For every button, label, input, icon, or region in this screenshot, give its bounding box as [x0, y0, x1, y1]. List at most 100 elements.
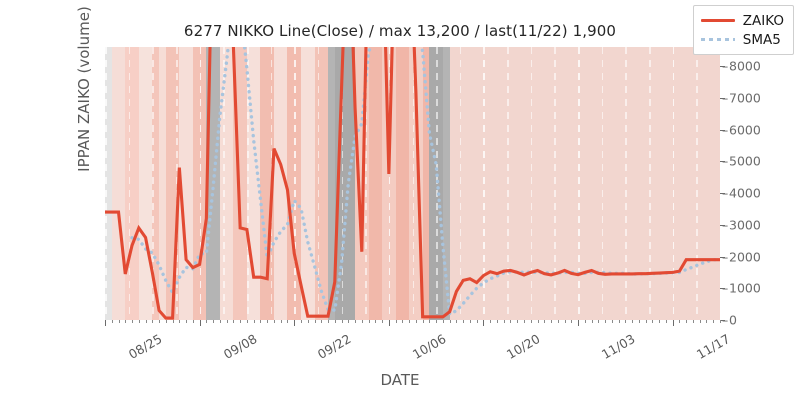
x-axis-major-tick — [483, 320, 485, 326]
gridline — [436, 47, 438, 320]
x-axis-minor-tick — [503, 320, 505, 323]
gridline — [625, 47, 627, 320]
gridline — [341, 47, 344, 320]
background-band — [300, 47, 315, 320]
x-axis-minor-tick — [436, 320, 438, 323]
x-axis-minor-tick — [179, 320, 181, 323]
gridline — [175, 47, 178, 320]
x-axis-minor-tick — [652, 320, 654, 323]
x-axis-tick-label: 11/17 — [693, 331, 733, 363]
x-axis-minor-tick — [476, 320, 478, 323]
x-axis-minor-tick — [625, 320, 627, 323]
x-axis-minor-tick — [328, 320, 330, 323]
y-axis-tick-mark — [720, 288, 725, 290]
x-axis-minor-tick — [551, 320, 553, 323]
x-axis-minor-tick — [659, 320, 661, 323]
x-axis-minor-tick — [125, 320, 127, 323]
x-axis-minor-tick — [692, 320, 694, 323]
x-axis-minor-tick — [469, 320, 471, 323]
legend-label-sma5: SMA5 — [742, 31, 781, 48]
x-axis-minor-tick — [429, 320, 431, 323]
x-axis-minor-tick — [226, 320, 228, 323]
x-axis-minor-tick — [638, 320, 640, 323]
gridline — [128, 47, 131, 320]
gridline — [578, 47, 580, 320]
background-band — [273, 47, 288, 320]
x-axis-minor-tick — [699, 320, 701, 323]
x-axis-minor-tick — [253, 320, 255, 323]
x-axis-minor-tick — [713, 320, 715, 323]
x-axis-minor-tick — [415, 320, 417, 323]
page-title: 6277 NIKKO Line(Close) / max 13,200 / la… — [183, 22, 617, 40]
x-axis-minor-tick — [192, 320, 194, 323]
legend-label-zaiko: ZAIKO — [742, 12, 784, 29]
x-axis-minor-tick — [321, 320, 323, 323]
x-axis-tick-label: 08/25 — [125, 331, 165, 363]
background-band — [422, 47, 430, 320]
gridline — [459, 47, 462, 320]
gridline — [601, 47, 604, 320]
x-axis-minor-tick — [118, 320, 120, 323]
x-axis-minor-tick — [341, 320, 343, 323]
chart-legend[interactable]: ZAIKO SMA5 — [692, 5, 794, 55]
x-axis-minor-tick — [496, 320, 498, 323]
dotted-line-swatch-icon — [700, 34, 735, 46]
x-axis-major-tick — [294, 320, 296, 326]
background-band — [179, 47, 193, 320]
y-axis-tick-mark — [720, 97, 725, 99]
gridline — [199, 47, 202, 320]
x-axis-minor-tick — [557, 320, 559, 323]
y-axis-tick-mark — [720, 193, 725, 195]
legend-item-sma5[interactable]: SMA5 — [700, 30, 784, 49]
gridline — [672, 47, 675, 320]
y-axis-tick-label: –2000 — [722, 249, 761, 264]
x-axis-minor-tick — [456, 320, 458, 323]
y-axis-tick-label: –4000 — [722, 185, 761, 201]
gridline — [223, 47, 225, 320]
x-axis-minor-tick — [213, 320, 215, 323]
x-axis-minor-tick — [510, 320, 512, 323]
x-axis-label: DATE — [380, 371, 420, 389]
x-axis-minor-tick — [233, 320, 235, 323]
y-axis-tick-labels: –0 –1000 –2000 –3000 –4000 –5000 –6000 –7000 –80… — [722, 47, 798, 328]
x-axis-minor-tick — [206, 320, 208, 323]
x-axis-minor-tick — [280, 320, 282, 323]
background-band — [152, 47, 160, 320]
background-band — [206, 47, 214, 320]
x-axis-minor-tick — [584, 320, 586, 323]
x-axis-minor-tick — [449, 320, 451, 323]
legend-item-zaiko[interactable]: ZAIKO — [700, 11, 784, 30]
x-axis-major-tick — [672, 320, 674, 326]
y-axis-tick-label: –8000 — [722, 58, 761, 74]
x-axis-minor-tick — [132, 320, 134, 323]
gridline — [412, 47, 415, 320]
x-axis-minor-tick — [463, 320, 465, 323]
x-axis-minor-tick — [571, 320, 573, 323]
x-axis-minor-tick — [665, 320, 667, 323]
gridline — [246, 47, 249, 320]
solid-line-swatch-icon — [700, 15, 735, 27]
x-axis-minor-tick — [287, 320, 289, 323]
y-axis-tick-label: –7000 — [722, 90, 761, 106]
background-band — [395, 47, 410, 320]
background-band — [328, 47, 335, 320]
x-axis-minor-tick — [564, 320, 566, 323]
x-axis-tick-label: 09/22 — [315, 331, 354, 363]
gridline — [152, 47, 154, 320]
x-axis-minor-tick — [111, 320, 113, 323]
gridline — [483, 47, 486, 320]
x-axis-minor-tick — [145, 320, 147, 323]
background-band — [219, 47, 234, 320]
x-axis-minor-tick — [219, 320, 221, 323]
x-axis-minor-tick — [246, 320, 248, 323]
y-axis-tick-marks — [720, 47, 726, 321]
x-axis-minor-tick — [611, 320, 613, 323]
background-band — [213, 47, 220, 320]
x-axis-minor-tick — [260, 320, 262, 323]
x-axis-major-tick — [199, 320, 201, 326]
y-axis-tick-label: –0 — [722, 312, 737, 328]
x-axis-tick-label: 10/20 — [504, 331, 543, 363]
x-axis-minor-tick — [632, 320, 634, 323]
x-axis-minor-tick — [524, 320, 525, 323]
